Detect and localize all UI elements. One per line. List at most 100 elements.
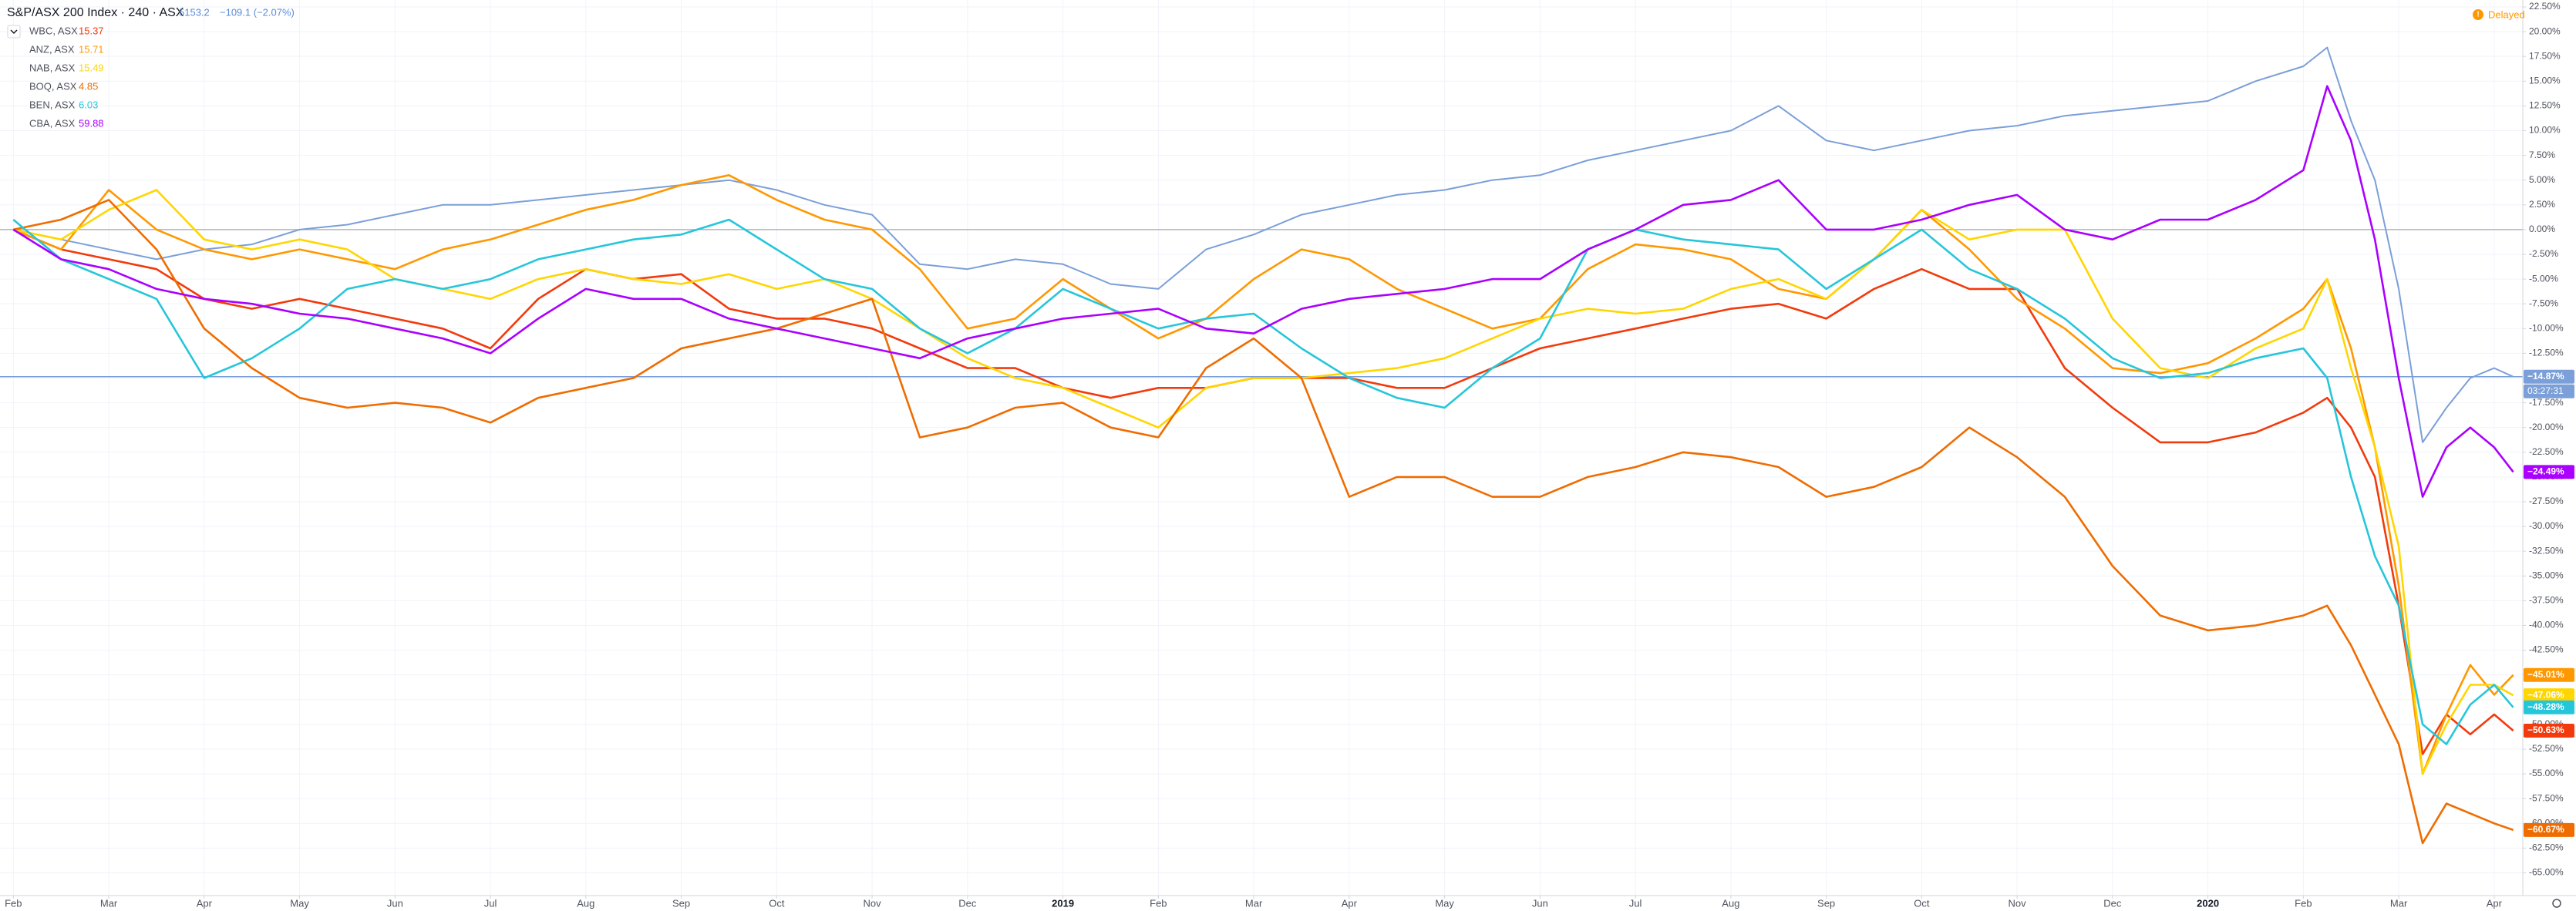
y-tick-label: -35.00% [2529,570,2564,580]
price-tag [2524,700,2574,714]
y-tick-label: 0.00% [2529,224,2555,234]
y-tick-label: 17.50% [2529,50,2561,61]
legend-value: 15.37 [79,25,104,36]
x-tick-label: Aug [577,897,594,909]
legend-price: 5153.2 [179,6,210,18]
x-tick-label: Mar [2390,897,2408,909]
y-tick-label: -30.00% [2529,520,2564,531]
series-line [13,189,2514,775]
y-tick-label: -10.00% [2529,322,2564,333]
price-tag [2524,369,2574,384]
y-tick-label: -12.50% [2529,348,2564,358]
y-tick-label: 12.50% [2529,100,2561,111]
price-tag [2524,688,2574,703]
x-tick-label: May [1435,897,1454,909]
x-tick-label: Feb [2295,897,2312,909]
x-tick-label: Apr [1342,897,1358,909]
legend-name: BOQ, ASX [29,80,77,92]
y-tick-label: -57.50% [2529,792,2564,803]
y-tick-label: 10.00% [2529,125,2561,136]
x-tick-label: Nov [864,897,882,909]
price-tag-label: −24.49% [2527,466,2564,477]
y-tick-label: -65.00% [2529,867,2564,878]
x-tick-label: Dec [958,897,977,909]
status-badge: ! Delayed [2473,8,2525,20]
legend-value: 15.49 [79,62,104,73]
gear [2552,899,2561,908]
countdown-label: 03:27:31 [2527,385,2564,396]
y-tick-label: 22.50% [2529,1,2561,12]
x-tick-label: Jul [484,897,497,909]
status-icon [2473,9,2483,20]
legend-name: WBC, ASX [29,25,78,36]
price-tag [2524,723,2574,738]
x-tick-label: Mar [1245,897,1263,909]
y-tick-label: 15.00% [2529,75,2561,86]
legend-value: 59.88 [79,117,104,129]
x-tick-label: Feb [5,897,22,909]
x-tick-label: Aug [1722,897,1739,909]
y-tick-label: -27.50% [2529,496,2564,506]
y-tick-label: 7.50% [2529,150,2555,160]
series-line [12,218,2514,745]
x-tick-label: 2019 [1052,897,1074,909]
legend: S&P/ASX 200 Index · 240 · ASX 5153.2 −10… [7,6,295,129]
x-tick-label: Apr [197,897,213,909]
chevron-icon [10,29,18,35]
legend-name: ANZ, ASX [29,43,75,55]
settings-icon[interactable] [2552,899,2561,908]
x-tick-label: 2020 [2197,897,2219,909]
price-tag [2524,667,2574,682]
x-tick-label: Sep [1817,897,1835,909]
x-tick-label: Oct [769,897,785,909]
series-line [13,46,2514,443]
x-tick-label: Jul [1629,897,1642,909]
x-tick-label: Mar [100,897,118,909]
x-tick-label: Feb [1150,897,1167,909]
price-tag-label: −60.67% [2527,824,2564,835]
x-tick-label: Sep [672,897,690,909]
price-tag [2524,465,2574,479]
x-tick-label: Dec [2103,897,2122,909]
y-tick-label: 20.00% [2529,25,2561,36]
price-tag-label: −50.63% [2527,724,2564,735]
status-text: Delayed [2488,8,2525,20]
legend-value: 4.85 [79,80,98,92]
y-tick-label: -17.50% [2529,397,2564,408]
y-tick-label: -2.50% [2529,248,2558,259]
legend-change: −109.1 (−2.07%) [220,6,295,18]
y-tick-label: -55.00% [2529,768,2564,778]
series-line [13,199,2514,845]
x-tick-label: Apr [2487,897,2503,909]
status-icon-glyph: ! [2477,11,2479,19]
y-tick-label: -32.50% [2529,545,2564,556]
y-tick-label: -5.00% [2529,273,2558,284]
price-tag-label: −47.06% [2527,689,2564,700]
price-tag-label: −14.87% [2527,371,2564,382]
legend-name: NAB, ASX [29,62,76,73]
series-line [12,85,2514,498]
y-tick-label: -62.50% [2529,842,2564,853]
x-tick-label: Jun [1532,897,1548,909]
legend-name: BEN, ASX [29,99,76,110]
series-line [12,228,2514,755]
legend-name: CBA, ASX [29,117,76,129]
legend-title: S&P/ASX 200 Index · 240 · ASX [7,6,184,19]
legend-collapse-button[interactable] [7,25,21,39]
y-tick-label: 2.50% [2529,199,2555,210]
y-tick-label: -22.50% [2529,446,2564,457]
x-tick-label: May [290,897,309,909]
y-tick-label: -20.00% [2529,422,2564,432]
y-tick-label: -40.00% [2529,620,2564,630]
x-tick-label: Nov [2009,897,2027,909]
y-tick-label: -7.50% [2529,298,2558,308]
y-tick-label: -42.50% [2529,644,2564,655]
countdown-tag [2524,384,2574,398]
axes: 22.50% 20.00% 17.50% 15.00% 12.50% 10.00% 7.50… [5,1,2574,909]
y-tick-label: -52.50% [2529,743,2564,754]
y-tick-label: -37.50% [2529,595,2564,606]
price-tag [2524,822,2574,837]
